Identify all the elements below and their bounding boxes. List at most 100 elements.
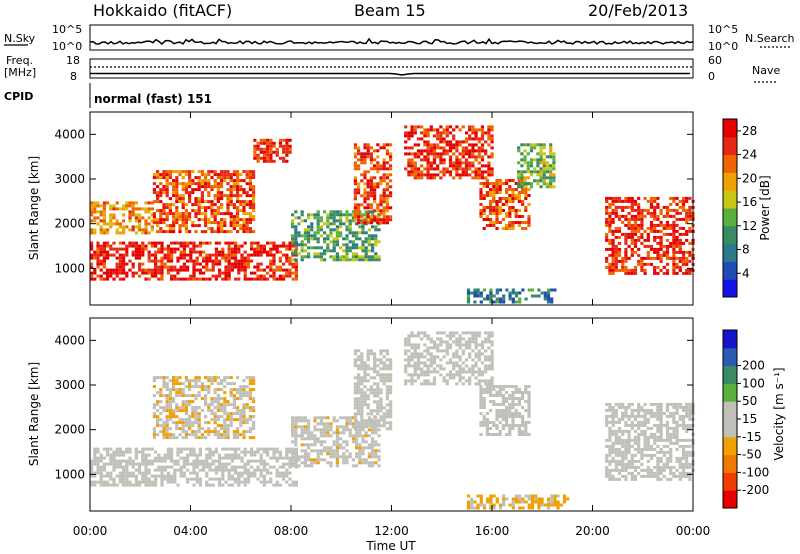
velocity-cell (229, 415, 233, 419)
velocity-cell (275, 447, 279, 451)
velocity-cell (226, 403, 230, 407)
power-cell (224, 265, 228, 269)
power-cell (170, 274, 174, 278)
power-cell (118, 222, 122, 226)
velocity-cell (379, 367, 383, 371)
velocity-cell (170, 447, 174, 451)
power-cell (90, 256, 94, 260)
velocity-cell (345, 440, 349, 444)
velocity-cell (168, 418, 172, 422)
velocity-cell (379, 406, 383, 410)
velocity-cell (310, 434, 314, 438)
power-cell (432, 161, 437, 165)
velocity-cell (224, 462, 228, 466)
velocity-cell (329, 422, 333, 426)
velocity-cell (316, 428, 320, 432)
velocity-cell (423, 379, 427, 383)
velocity-cell (200, 427, 204, 431)
velocity-cell (376, 403, 380, 407)
power-cell (360, 152, 364, 156)
power-cell (529, 182, 534, 186)
power-cell (543, 297, 547, 301)
velocity-cell (166, 450, 170, 454)
velocity-echo-region (90, 447, 298, 487)
velocity-cell (236, 391, 240, 395)
power-cell (204, 182, 208, 186)
power-cell (545, 176, 550, 180)
velocity-cell (371, 440, 375, 444)
power-cell (685, 238, 689, 242)
velocity-cell (234, 465, 238, 469)
power-cell (672, 232, 676, 236)
power-cell (216, 206, 220, 210)
velocity-cell (377, 449, 381, 453)
power-colorbar-tick-label: 8 (742, 243, 750, 257)
velocity-cell (291, 419, 295, 423)
velocity-cell (621, 453, 625, 457)
power-cell (508, 294, 512, 298)
velocity-cell (250, 453, 254, 457)
power-cell (382, 215, 386, 219)
velocity-cell (300, 455, 304, 459)
power-cell (672, 262, 676, 266)
power-cell (182, 277, 186, 281)
power-cell (218, 271, 222, 275)
power-cell (150, 213, 154, 217)
velocity-cell (319, 452, 323, 456)
velocity-cell (175, 415, 179, 419)
velocity-cell (300, 425, 304, 429)
velocity-cell (134, 468, 138, 472)
velocity-cell (245, 421, 249, 425)
velocity-cell (527, 385, 531, 388)
power-cell (118, 207, 122, 211)
velocity-cell (204, 394, 208, 398)
velocity-cell (468, 367, 472, 371)
velocity-cell (172, 421, 176, 425)
power-cell (448, 146, 453, 150)
power-cell (646, 244, 650, 248)
power-cell (182, 241, 186, 245)
power-cell (275, 247, 279, 251)
power-cell (552, 176, 556, 180)
power-cell (234, 247, 238, 251)
velocity-cell (508, 406, 512, 409)
power-cell (656, 265, 660, 269)
power-cell (385, 152, 389, 156)
power-cell (205, 253, 209, 257)
velocity-cell (157, 474, 161, 478)
velocity-cell (248, 430, 252, 434)
velocity-cell (367, 452, 371, 456)
velocity-cell (489, 494, 493, 498)
velocity-cell (184, 409, 188, 413)
power-cell (184, 224, 188, 228)
power-cell (653, 256, 657, 260)
power-cell (195, 256, 199, 260)
power-cell (332, 222, 336, 226)
velocity-cell (608, 459, 612, 463)
power-cell (617, 199, 622, 203)
velocity-cell (243, 462, 247, 466)
power-cell (552, 158, 556, 162)
velocity-cell (474, 346, 478, 350)
power-cell (614, 253, 618, 257)
velocity-cell (205, 453, 209, 457)
velocity-cell (366, 424, 370, 428)
power-cell (490, 125, 494, 129)
velocity-cell (605, 465, 609, 469)
power-cell (291, 240, 295, 244)
power-cell (197, 179, 201, 183)
power-cell (93, 207, 97, 211)
velocity-cell (621, 468, 625, 472)
power-cell (227, 250, 231, 254)
power-cell (176, 241, 180, 245)
power-cell (319, 228, 323, 232)
power-cell (358, 255, 362, 259)
velocity-cell (627, 417, 631, 421)
power-cell (484, 149, 488, 153)
power-cell (223, 230, 227, 234)
power-cell (319, 234, 323, 238)
power-cell (166, 259, 170, 263)
velocity-cell (458, 358, 462, 362)
power-cell (474, 143, 478, 147)
velocity-cell (102, 480, 106, 484)
